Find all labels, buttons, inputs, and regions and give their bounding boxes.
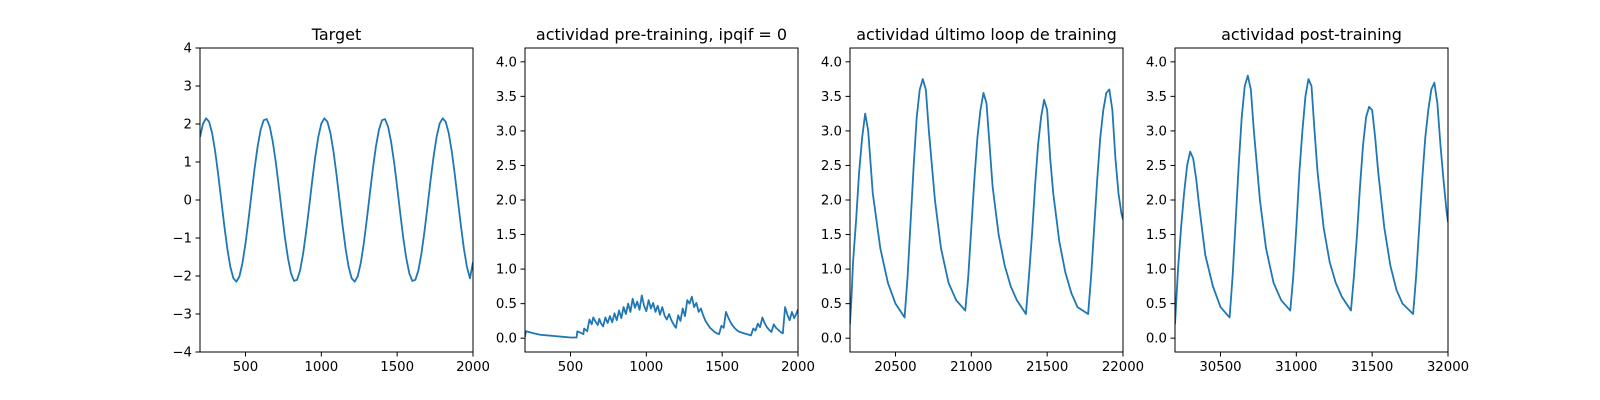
y-tick-label: 0.5 xyxy=(821,297,842,312)
x-tick-label: 31000 xyxy=(1275,360,1317,375)
y-tick-label: 0.0 xyxy=(1146,332,1167,347)
y-tick-label: 0.0 xyxy=(496,332,517,347)
x-tick-label: 2000 xyxy=(781,360,815,375)
y-tick-label: −1 xyxy=(172,232,192,247)
subplot-1: 500 1000 1500 2000 −4 −3 −2 −1 0 1 2 3 4 Target xyxy=(172,25,490,375)
x-tick-label: 1000 xyxy=(629,360,663,375)
y-tick-label: 1.5 xyxy=(821,228,842,243)
y-tick-label: −3 xyxy=(172,308,192,323)
series-line xyxy=(1175,74,1448,325)
y-tick-label: 3 xyxy=(184,80,192,95)
subplot-2: 500 1000 1500 2000 0.0 0.5 1.0 1.5 2.0 2.5 3.0 3.5 4… xyxy=(496,25,815,375)
series-line xyxy=(850,78,1123,325)
y-tick-label: 4.0 xyxy=(496,55,517,70)
y-tick-label: 1.0 xyxy=(496,263,517,278)
series-line xyxy=(200,117,473,283)
chart-title: actividad último loop de training xyxy=(856,25,1117,44)
x-tick-label: 500 xyxy=(558,360,583,375)
y-tick-label: 4 xyxy=(184,42,192,57)
y-tick-label: 2.0 xyxy=(1146,194,1167,209)
y-tick-label: 2 xyxy=(184,118,192,133)
axes-frame xyxy=(849,47,1124,353)
subplot-4: 30500 31000 31500 32000 0.0 0.5 1.0 1.5 2.0 2.5 3.… xyxy=(1146,25,1469,375)
x-tick-label: 22000 xyxy=(1102,360,1144,375)
y-tick-label: 0 xyxy=(184,194,192,209)
x-tick-label: 1500 xyxy=(705,360,739,375)
axes-frame xyxy=(199,47,474,353)
series-line xyxy=(525,294,798,339)
y-tick-label: 3.0 xyxy=(1146,124,1167,139)
chart-title: actividad pre-training, ipqif = 0 xyxy=(536,25,787,44)
chart-title: Target xyxy=(311,25,362,44)
y-tick-label: 1.5 xyxy=(496,228,517,243)
y-tick-label: 3.0 xyxy=(821,124,842,139)
y-tick-label: 1 xyxy=(184,156,192,171)
x-tick-label: 21500 xyxy=(1026,360,1068,375)
axes-frame xyxy=(524,47,799,353)
x-tick-label: 20500 xyxy=(874,360,916,375)
y-tick-label: 1.5 xyxy=(1146,228,1167,243)
x-tick-label: 31500 xyxy=(1351,360,1393,375)
chart-title: actividad post-training xyxy=(1221,25,1402,44)
y-tick-label: 2.0 xyxy=(496,194,517,209)
y-tick-label: 1.0 xyxy=(1146,263,1167,278)
y-tick-label: 0.5 xyxy=(1146,297,1167,312)
x-tick-label: 2000 xyxy=(456,360,490,375)
y-tick-label: 3.5 xyxy=(496,90,517,105)
y-tick-label: 0.0 xyxy=(821,332,842,347)
x-tick-label: 1000 xyxy=(304,360,338,375)
y-tick-label: 2.0 xyxy=(821,194,842,209)
y-tick-label: 3.5 xyxy=(821,90,842,105)
y-tick-label: 1.0 xyxy=(821,263,842,278)
y-tick-label: 2.5 xyxy=(496,159,517,174)
y-tick-label: 0.5 xyxy=(496,297,517,312)
subplot-3: 20500 21000 21500 22000 0.0 0.5 1.0 1.5 2.0 2.5 3.… xyxy=(821,25,1144,375)
y-tick-label: −4 xyxy=(172,346,192,361)
y-tick-label: 4.0 xyxy=(1146,55,1167,70)
y-tick-label: 4.0 xyxy=(821,55,842,70)
x-tick-label: 500 xyxy=(233,360,258,375)
y-tick-label: 2.5 xyxy=(821,159,842,174)
x-tick-label: 1500 xyxy=(380,360,414,375)
y-tick-label: 3.5 xyxy=(1146,90,1167,105)
y-tick-label: −2 xyxy=(172,270,192,285)
y-tick-label: 2.5 xyxy=(1146,159,1167,174)
x-tick-label: 32000 xyxy=(1427,360,1469,375)
x-tick-label: 30500 xyxy=(1199,360,1241,375)
x-tick-label: 21000 xyxy=(950,360,992,375)
y-tick-label: 3.0 xyxy=(496,124,517,139)
